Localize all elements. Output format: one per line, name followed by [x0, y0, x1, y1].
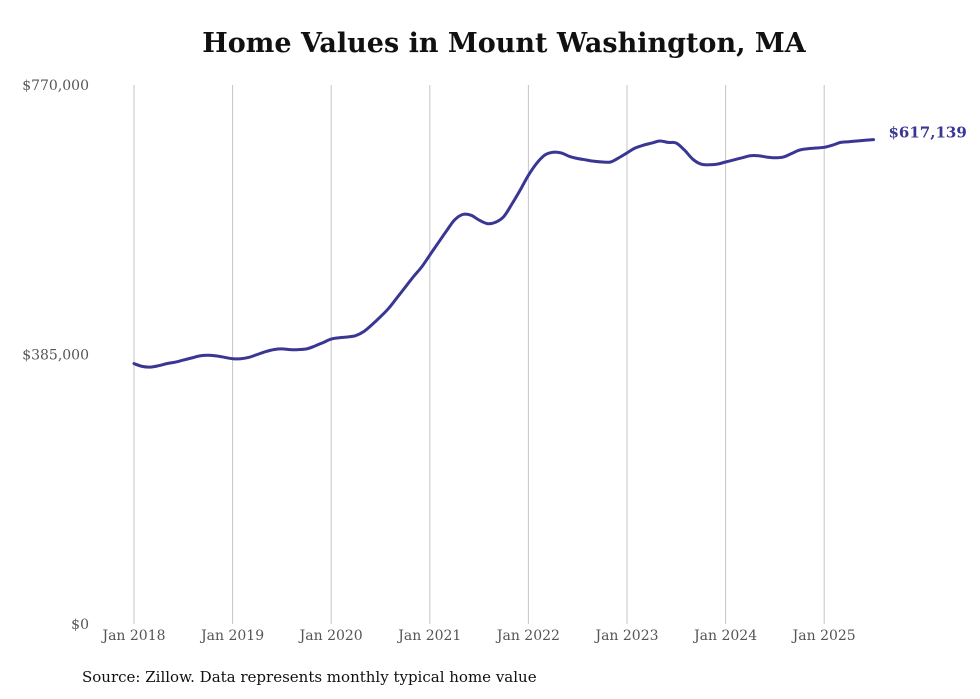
x-tick-label: Jan 2020	[298, 628, 363, 644]
series-lines	[132, 138, 875, 369]
x-tick-label: Jan 2025	[791, 628, 856, 644]
end-value-label: $617,139	[889, 124, 967, 142]
grid-lines	[133, 85, 825, 624]
x-axis-ticks: Jan 2018 Jan 2019 Jan 2020 Jan 2021 Jan 2022…	[100, 628, 855, 644]
series-line	[132, 138, 875, 369]
x-tick-label: Jan 2018	[100, 628, 165, 644]
y-tick-label: $770,000	[22, 78, 89, 94]
x-tick-label: Jan 2022	[495, 628, 560, 644]
x-tick-label: Jan 2019	[199, 628, 264, 644]
y-axis-ticks: $0 $385,000 $770,000	[22, 78, 89, 633]
chart-title: Home Values in Mount Washington, MA	[202, 28, 806, 59]
y-tick-label: $0	[71, 617, 89, 633]
x-tick-label: Jan 2023	[593, 628, 658, 644]
source-note: Source: Zillow. Data represents monthly …	[82, 668, 537, 686]
x-tick-label: Jan 2021	[396, 628, 461, 644]
end-value-label-group: $617,139	[889, 124, 967, 142]
y-tick-label: $385,000	[22, 348, 89, 364]
x-tick-label: Jan 2024	[692, 628, 757, 644]
